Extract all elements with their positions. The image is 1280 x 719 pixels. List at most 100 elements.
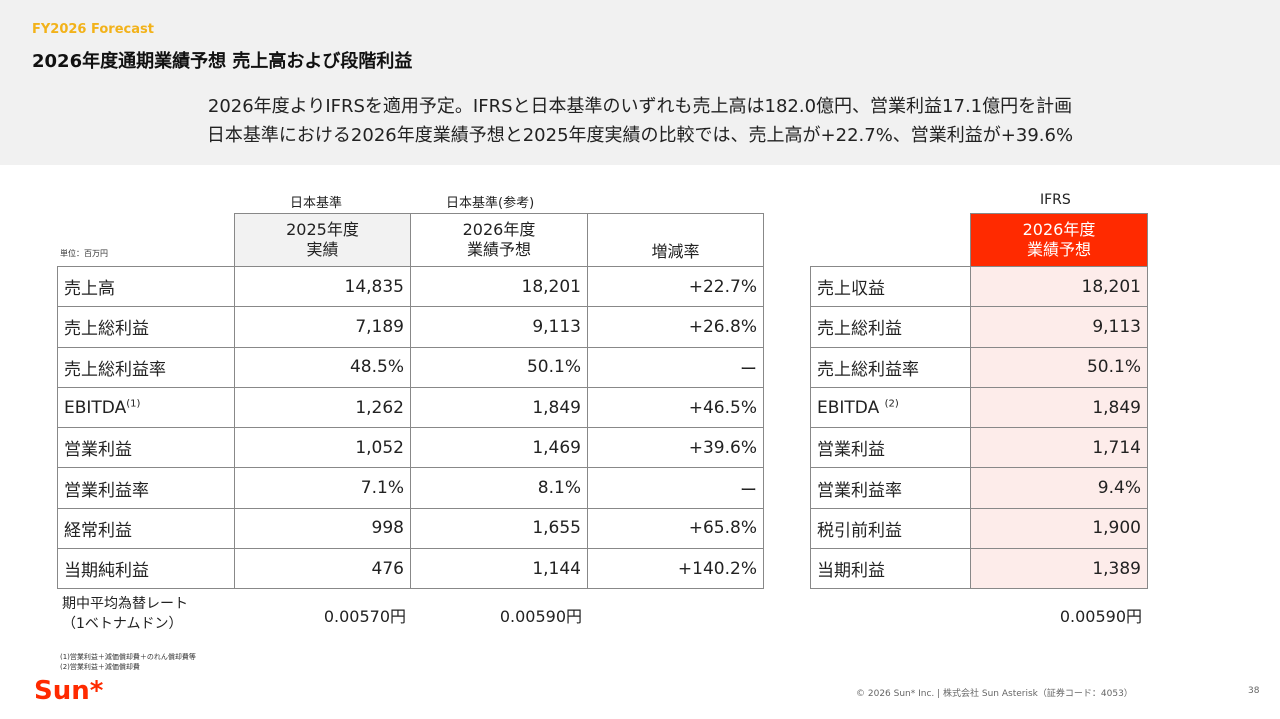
change-rate: +39.6% [587,427,764,469]
footnote-ref: (2) [884,397,899,409]
table-row: 当期純利益 476 1,144 +140.2% [57,548,764,590]
header-band: FY2026 Forecast 2026年度通期業績予想 売上高および段階利益 … [0,0,1280,165]
row-label: 当期利益 [810,548,971,590]
jgaap-ref-label: 日本基準(参考) [446,196,535,211]
row-label: EBITDA(1) [57,386,235,429]
ifrs-label: IFRS [1040,192,1071,208]
row-label: 売上高 [57,265,235,308]
ifrs-table: 2026年度 業績予想 売上収益 18,201 売上総利益 9,113 売上総利益率 50… [810,213,1148,590]
value-2026: 1,655 [410,507,588,550]
ifrs-value-2026: 1,849 [970,386,1148,429]
value-2025: 48.5% [234,346,411,388]
sun-logo: Sun* [34,676,104,706]
jgaap-table: 2025年度 実績 2026年度 業績予想 増減率 売上高 14,835 18,20… [57,213,764,590]
row-label-text: 売上総利益率 [817,359,919,380]
value-2025: 7,189 [234,306,411,348]
fx-rate-ifrs: 0.00590円 [1059,607,1142,626]
row-label: 営業利益 [57,427,235,469]
table-row: 売上総利益率 50.1% [810,346,1148,388]
footnote-ref: (1) [126,397,141,409]
row-label-text: 売上高 [64,279,115,300]
fx-rate-2026: 0.00590円 [499,607,582,626]
jgaap-label: 日本基準 [290,196,343,211]
value-2026: 8.1% [410,467,588,509]
table-row: 売上総利益率 48.5% 50.1% ー [57,346,764,388]
table-row: 営業利益 1,714 [810,427,1148,469]
change-rate: ー [587,467,764,509]
ifrs-value-2026: 1,900 [970,507,1148,550]
value-2026: 50.1% [410,346,588,388]
footnote-1: (1)営業利益＋減価償却費＋のれん償却費等 [60,653,196,661]
value-2025: 476 [234,548,411,590]
row-label: 営業利益 [810,427,971,469]
row-label-text: 営業利益 [817,440,885,461]
row-label-text: 当期純利益 [64,561,149,582]
value-2026: 9,113 [410,306,588,348]
table-row: 営業利益 1,052 1,469 +39.6% [57,427,764,469]
unit-label: 単位：百万円 [60,249,108,258]
row-label: 売上総利益率 [810,346,971,388]
row-label: 経常利益 [57,507,235,550]
table-row: 当期利益 1,389 [810,548,1148,590]
row-label: 税引前利益 [810,507,971,550]
row-label-text: 税引前利益 [817,520,902,541]
ifrs-value-2026: 1,389 [970,548,1148,590]
summary: 2026年度よりIFRSを適用予定。IFRSと日本基準のいずれも売上高は182.… [0,92,1280,150]
change-rate: +26.8% [587,306,764,348]
value-2025: 1,052 [234,427,411,469]
row-label: EBITDA (2) [810,386,971,429]
fx-rate-2025: 0.00570円 [323,607,406,626]
row-label-text: EBITDA [64,397,127,418]
value-2026: 18,201 [410,265,588,308]
row-label-text: 営業利益 [64,440,132,461]
table-row: EBITDA(1) 1,262 1,849 +46.5% [57,386,764,429]
ifrs-value-2026: 50.1% [970,346,1148,388]
table-row: EBITDA (2) 1,849 [810,386,1148,429]
section-tag: FY2026 Forecast [32,22,154,37]
row-label-text: 売上総利益 [817,319,902,340]
value-2025: 7.1% [234,467,411,509]
value-2025: 1,262 [234,386,411,429]
row-label-text: 営業利益率 [64,480,149,501]
change-rate: +46.5% [587,386,764,429]
table-row: 営業利益率 9.4% [810,467,1148,509]
fx-rate-label: 期中平均為替レート （1ベトナムドン） [62,596,188,632]
ifrs-value-2026: 18,201 [970,265,1148,308]
col-change-header: 増減率 [587,213,764,267]
summary-line-1: 2026年度よりIFRSを適用予定。IFRSと日本基準のいずれも売上高は182.… [207,96,1073,117]
change-rate: +140.2% [587,548,764,590]
row-label: 売上収益 [810,265,971,308]
summary-line-2: 日本基準における2026年度業績予想と2025年度実績の比較では、売上高が+22… [206,125,1074,146]
row-label: 売上総利益率 [57,346,235,388]
header-spacer [811,214,971,267]
row-label-text: 営業利益率 [817,480,902,501]
row-label: 当期純利益 [57,548,235,590]
row-label-text: 売上収益 [817,279,885,300]
table-row: 税引前利益 1,900 [810,507,1148,550]
value-2025: 998 [234,507,411,550]
table-row: 売上高 14,835 18,201 +22.7% [57,265,764,308]
footnotes: (1)営業利益＋減価償却費＋のれん償却費等 (2)営業利益＋減価償却費 [60,652,196,672]
table-row: 営業利益率 7.1% 8.1% ー [57,467,764,509]
ifrs-value-2026: 1,714 [970,427,1148,469]
row-label: 営業利益率 [810,467,971,509]
row-label: 売上総利益 [57,306,235,348]
row-label-text: EBITDA [817,397,885,418]
page-number: 38 [1248,686,1260,696]
col-2026-header: 2026年度 業績予想 [410,213,588,267]
row-label: 売上総利益 [810,306,971,348]
table-row: 売上収益 18,201 [810,265,1148,308]
row-label: 営業利益率 [57,467,235,509]
value-2026: 1,469 [410,427,588,469]
ifrs-col-2026-header: 2026年度 業績予想 [970,213,1148,267]
value-2026: 1,849 [410,386,588,429]
ifrs-header-row: 2026年度 業績予想 [811,213,1148,267]
row-label-text: 経常利益 [64,520,132,541]
col-2025-header: 2025年度 実績 [234,213,411,267]
table-row: 経常利益 998 1,655 +65.8% [57,507,764,550]
table-row: 売上総利益 7,189 9,113 +26.8% [57,306,764,348]
ifrs-value-2026: 9.4% [970,467,1148,509]
copyright: © 2026 Sun* Inc. | 株式会社 Sun Asterisk（証券コ… [856,689,1133,699]
ifrs-value-2026: 9,113 [970,306,1148,348]
row-label-text: 当期利益 [817,561,885,582]
